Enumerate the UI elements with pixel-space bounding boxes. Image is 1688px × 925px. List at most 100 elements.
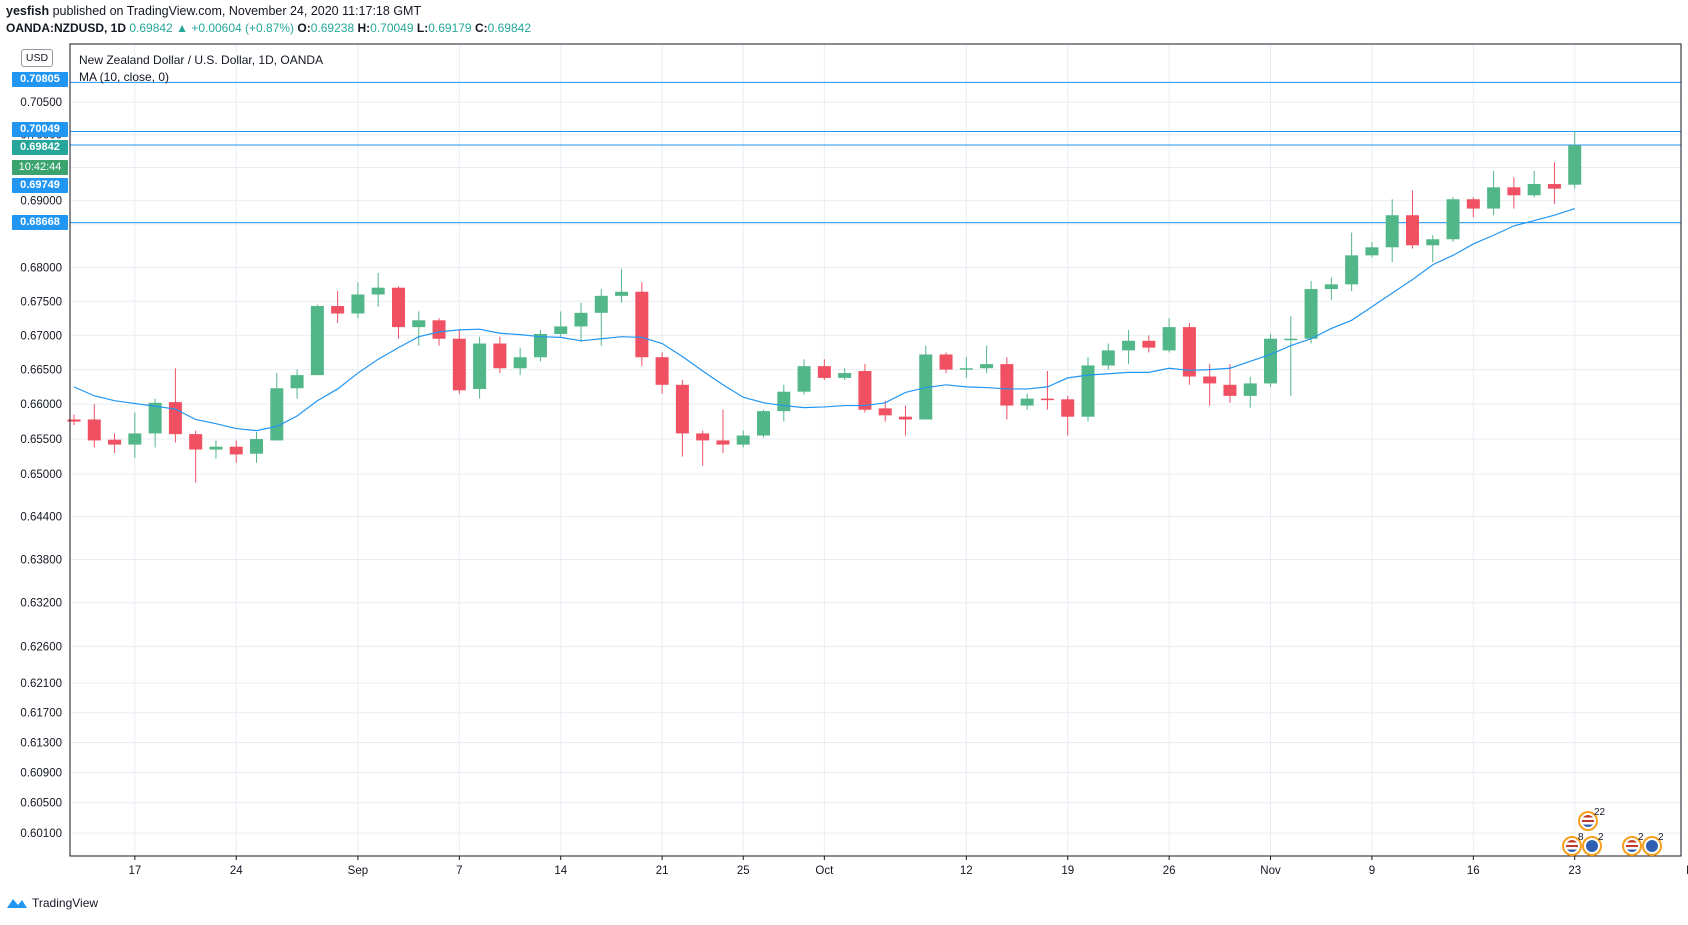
candle-body xyxy=(1243,383,1257,396)
y-tick-label: 0.68000 xyxy=(20,262,62,274)
candle-body xyxy=(209,446,223,450)
candle-body xyxy=(1061,399,1075,417)
publish-info: yesfish published on TradingView.com, No… xyxy=(6,4,421,18)
x-tick-label: 14 xyxy=(554,865,567,877)
candle-body xyxy=(1020,398,1034,406)
x-tick-label: Sep xyxy=(348,865,368,877)
candle-body xyxy=(331,306,345,314)
author-name[interactable]: yesfish xyxy=(6,4,50,18)
x-tick-label: 25 xyxy=(737,865,750,877)
last-price: 0.69842 xyxy=(129,21,173,35)
currency-badge[interactable]: USD xyxy=(21,49,53,67)
y-tick-label: 0.66000 xyxy=(20,399,62,411)
candles-layer xyxy=(67,131,1582,483)
x-tick-label: 23 xyxy=(1568,865,1581,877)
candle-body xyxy=(87,419,101,441)
candle-body xyxy=(148,402,162,434)
y-tick-label: 0.62100 xyxy=(20,678,62,690)
candle-body xyxy=(696,433,710,441)
candle-body xyxy=(1223,384,1237,396)
chart-grid xyxy=(70,44,1681,856)
x-tick-label: 17 xyxy=(128,865,141,877)
candle-body xyxy=(1365,247,1379,256)
price-tag-line-1: 0.70805 xyxy=(12,72,68,87)
candle-body xyxy=(1507,187,1521,196)
price-tag-line-2: 0.70049 xyxy=(12,122,68,137)
candle-body xyxy=(574,312,588,327)
y-tick-label: 0.60100 xyxy=(20,828,62,840)
x-tick-label: Dec xyxy=(1686,865,1688,877)
candle-body xyxy=(1162,327,1176,351)
candle-body xyxy=(1345,255,1359,285)
candle-body xyxy=(797,366,811,392)
dividend-event-icon[interactable]: 2 xyxy=(1642,832,1664,856)
low-key: L: xyxy=(416,21,429,35)
candle-body xyxy=(817,366,831,378)
us-flag-icon xyxy=(1582,815,1594,827)
candle-body xyxy=(1142,340,1156,348)
candle-body xyxy=(878,408,892,416)
x-tick-label: 26 xyxy=(1163,865,1176,877)
x-tick-label: 12 xyxy=(960,865,973,877)
event-count: 2 xyxy=(1658,832,1664,843)
event-count: 2 xyxy=(1598,832,1604,843)
x-tick-label: 24 xyxy=(230,865,243,877)
open-value: 0.69238 xyxy=(310,21,355,35)
candle-body xyxy=(594,295,608,313)
candle-body xyxy=(898,416,912,420)
y-tick-label: 0.65000 xyxy=(20,469,62,481)
symbol-label[interactable]: OANDA:NZDUSD, 1D xyxy=(6,21,126,35)
candle-body xyxy=(229,446,243,455)
y-tick-label: 0.67500 xyxy=(20,296,62,308)
economic-event-icon[interactable]: 22 xyxy=(1578,807,1605,831)
candle-body xyxy=(108,439,122,445)
y-tick-label: 0.61700 xyxy=(20,708,62,720)
candle-body xyxy=(1527,184,1541,196)
price-tag-line-4: 0.68668 xyxy=(12,215,68,230)
candle-body xyxy=(270,388,284,441)
candle-body xyxy=(675,384,689,434)
close-value: 0.69842 xyxy=(487,21,532,35)
candle-body xyxy=(168,402,182,435)
price-tag-line-3: 0.69749 xyxy=(12,178,68,193)
price-change: +0.00604 (+0.87%) xyxy=(191,21,295,35)
economic-event-icon[interactable]: 8 xyxy=(1562,832,1584,856)
economic-event-icon[interactable]: 2 xyxy=(1622,832,1644,856)
x-tick-label: Oct xyxy=(815,865,834,877)
tradingview-logo-icon xyxy=(7,899,27,908)
us-flag-icon xyxy=(1566,840,1578,852)
candle-body xyxy=(128,433,142,445)
x-tick-label: Nov xyxy=(1260,865,1281,877)
candle-body xyxy=(1101,350,1115,366)
high-key: H: xyxy=(357,21,371,35)
quote-line: OANDA:NZDUSD, 1D 0.69842 ▲ +0.00604 (+0.… xyxy=(6,21,531,35)
close-key: C: xyxy=(474,21,488,35)
event-count: 2 xyxy=(1638,832,1644,843)
candle-body xyxy=(1304,289,1318,339)
candle-body xyxy=(290,375,304,389)
candle-body xyxy=(67,419,81,422)
candle-body xyxy=(533,333,547,358)
open-key: O: xyxy=(297,21,311,35)
event-count: 8 xyxy=(1578,832,1584,843)
candle-body xyxy=(1324,284,1338,290)
candle-body xyxy=(189,434,203,450)
candle-body xyxy=(1405,215,1419,246)
publish-text: published on TradingView.com, November 2… xyxy=(52,4,422,18)
price-axis: 0.705000.700000.695000.690000.686500.680… xyxy=(20,97,62,840)
y-tick-label: 0.60900 xyxy=(20,768,62,780)
footer-brand[interactable]: TradingView xyxy=(6,896,98,910)
y-tick-label: 0.69000 xyxy=(20,196,62,208)
up-arrow-icon: ▲ xyxy=(176,21,188,35)
candle-body xyxy=(959,368,973,370)
candle-body xyxy=(391,287,405,328)
candle-body xyxy=(838,373,852,378)
legend-ma[interactable]: MA (10, close, 0) xyxy=(79,70,170,84)
y-tick-label: 0.60500 xyxy=(20,798,62,810)
countdown-tag: 10:42:44 xyxy=(12,160,68,175)
dividend-event-icon[interactable]: 2 xyxy=(1582,832,1604,856)
x-tick-label: 9 xyxy=(1369,865,1375,877)
candle-body xyxy=(1182,327,1196,377)
candle-body xyxy=(1446,199,1460,240)
